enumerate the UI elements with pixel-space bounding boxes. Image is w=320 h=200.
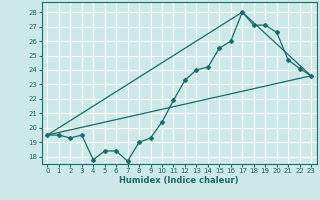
X-axis label: Humidex (Indice chaleur): Humidex (Indice chaleur) (119, 176, 239, 185)
